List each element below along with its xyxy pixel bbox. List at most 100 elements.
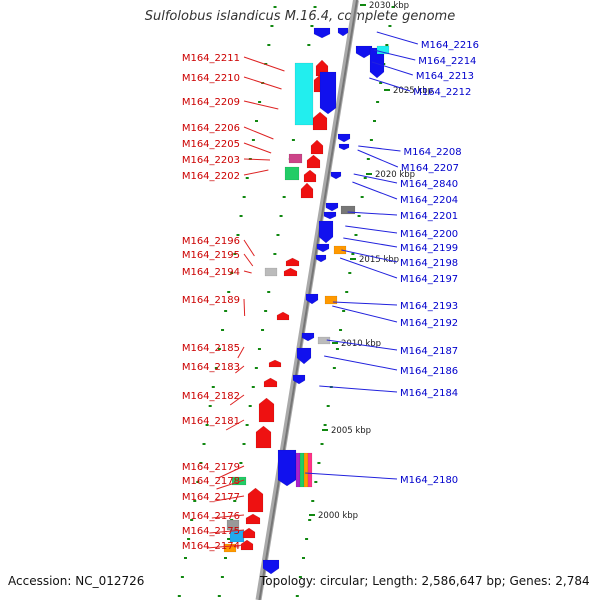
scale-tick <box>332 342 338 344</box>
guide-dot-right <box>348 272 352 274</box>
guide-dot-left-inner <box>257 348 261 350</box>
guide-dot-left <box>233 253 237 255</box>
guide-dot-left <box>214 367 218 369</box>
guide-dot-left <box>251 139 255 141</box>
forward-gene <box>299 452 305 488</box>
forward-gene <box>324 295 338 305</box>
guide-dot-left-inner <box>251 386 255 388</box>
guide-dot-left-inner <box>261 329 265 331</box>
forward-gene <box>355 45 373 59</box>
guide-dot-left-inner <box>291 139 295 141</box>
guide-dot-left-inner <box>220 576 224 578</box>
gene-label-left: M164_2210 <box>182 73 240 84</box>
gene-leader-left <box>225 419 245 431</box>
forward-gene <box>337 27 349 37</box>
guide-dot-left <box>205 424 209 426</box>
reverse-gene <box>247 487 264 513</box>
scale-tick <box>309 514 315 516</box>
guide-dot-left-inner <box>264 310 268 312</box>
guide-dot-left <box>193 500 197 502</box>
gene-label-left: M164_2175 <box>182 526 240 537</box>
guide-dot-left <box>230 272 234 274</box>
guide-dot-left <box>217 348 221 350</box>
gene-label-left: M164_2178 <box>182 476 240 487</box>
gene-leader-left <box>237 346 245 359</box>
forward-gene <box>315 254 327 263</box>
forward-gene <box>316 243 330 253</box>
gene-label-right: M164_2197 <box>400 274 458 285</box>
reverse-gene <box>283 267 298 277</box>
genome-title: Sulfolobus islandicus M.16.4, complete g… <box>144 9 456 24</box>
guide-dot-right <box>298 576 302 578</box>
guide-dot-left-inner <box>248 405 252 407</box>
gene-leader-right <box>305 472 398 480</box>
forward-gene <box>301 332 315 342</box>
gene-leader-left <box>243 169 269 176</box>
forward-gene <box>305 293 319 305</box>
guide-dot-left <box>187 538 191 540</box>
guide-dot-right <box>308 519 312 521</box>
reverse-gene <box>268 359 282 368</box>
forward-gene <box>295 452 301 488</box>
forward-gene <box>319 71 337 115</box>
reverse-gene <box>294 62 314 126</box>
gene-label-right: M164_2198 <box>400 258 458 269</box>
gene-label-right: M164_2213 <box>416 71 474 82</box>
gene-leader-left <box>243 253 254 267</box>
guide-dot-right <box>360 196 364 198</box>
gene-leader-left <box>216 479 245 490</box>
accession-text: Accession: NC_012726 <box>8 574 145 588</box>
scale-tick <box>350 258 356 260</box>
guide-dot-right <box>376 101 380 103</box>
guide-dot-left <box>270 25 274 27</box>
guide-dot-left-inner <box>279 215 283 217</box>
gene-label-right: M164_2840 <box>400 179 458 190</box>
gene-leader-right <box>358 145 401 152</box>
guide-dot-left <box>202 443 206 445</box>
gene-leader-right <box>343 237 398 248</box>
gene-leader-left <box>209 529 245 534</box>
forward-gene <box>318 220 334 244</box>
guide-dot-right <box>320 443 324 445</box>
guide-dot-left <box>224 310 228 312</box>
gene-leader-left <box>218 465 245 479</box>
guide-dot-left-inner <box>310 25 314 27</box>
gene-label-right: M164_2180 <box>400 475 458 486</box>
gene-label-right: M164_2204 <box>400 195 458 206</box>
forward-gene <box>277 449 297 487</box>
gene-label-right: M164_2216 <box>421 40 479 51</box>
guide-dot-left <box>190 519 194 521</box>
guide-dot-right <box>363 177 367 179</box>
guide-dot-right <box>388 25 392 27</box>
gene-label-left: M164_2185 <box>182 343 240 354</box>
reverse-gene <box>263 377 278 388</box>
gene-label-left: M164_2209 <box>182 97 240 108</box>
gene-leader-left <box>243 298 246 317</box>
guide-dot-left-inner <box>242 443 246 445</box>
gene-label-left: M164_2189 <box>182 295 240 306</box>
guide-dot-left <box>236 234 240 236</box>
gene-leader-right <box>324 355 398 371</box>
gene-leader-right <box>373 49 416 61</box>
guide-dot-left-inner <box>254 367 258 369</box>
guide-dot-left-inner <box>223 557 227 559</box>
gene-leader-left <box>243 100 279 110</box>
reverse-gene <box>264 267 278 277</box>
gene-leader-right <box>341 249 398 263</box>
gene-leader-right <box>352 181 398 200</box>
guide-dot-right <box>301 557 305 559</box>
gene-leader-right <box>345 225 398 234</box>
gene-leader-right <box>371 61 413 76</box>
guide-dot-left-inner <box>273 253 277 255</box>
reverse-gene <box>312 111 328 131</box>
guide-dot-left <box>273 6 277 8</box>
guide-dot-left <box>183 557 187 559</box>
reverse-gene <box>276 311 290 321</box>
guide-dot-right <box>373 120 376 122</box>
gene-leader-left <box>214 495 245 502</box>
guide-dot-right <box>323 424 327 426</box>
forward-gene <box>337 133 351 143</box>
guide-dot-right <box>385 44 389 46</box>
scale-tick <box>360 4 366 6</box>
forward-gene <box>333 245 347 255</box>
